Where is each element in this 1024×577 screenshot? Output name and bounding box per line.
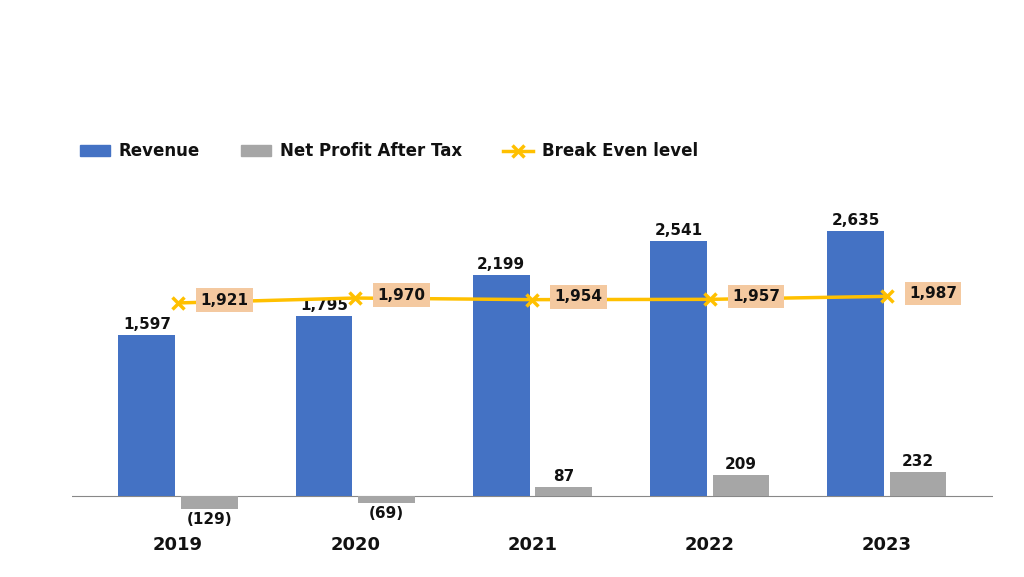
Text: 1,987: 1,987: [909, 286, 957, 301]
Bar: [296, 316, 352, 496]
Bar: [890, 473, 946, 496]
Text: 2,635: 2,635: [831, 213, 880, 228]
Bar: [713, 475, 769, 496]
Text: (129): (129): [186, 512, 232, 527]
Bar: [358, 496, 415, 503]
Bar: [827, 231, 884, 496]
Text: 232: 232: [902, 455, 934, 470]
Bar: [650, 241, 707, 496]
Bar: [181, 496, 238, 509]
Text: 1,597: 1,597: [123, 317, 171, 332]
Bar: [119, 335, 175, 496]
Text: 209: 209: [725, 457, 757, 472]
Text: 1,954: 1,954: [555, 289, 603, 304]
Text: 2,199: 2,199: [477, 257, 525, 272]
Text: 2,541: 2,541: [654, 223, 702, 238]
Text: 1,795: 1,795: [300, 298, 348, 313]
Text: Break Even Chart ($’000): Break Even Chart ($’000): [374, 101, 691, 121]
Text: 1,921: 1,921: [201, 293, 248, 308]
Bar: [473, 275, 529, 496]
Text: 87: 87: [553, 469, 574, 484]
Text: (69): (69): [369, 505, 404, 520]
Text: 1,970: 1,970: [378, 288, 425, 303]
Bar: [536, 487, 592, 496]
Text: 1,957: 1,957: [732, 289, 780, 304]
Legend: Revenue, Net Profit After Tax, Break Even level: Revenue, Net Profit After Tax, Break Eve…: [80, 143, 697, 160]
